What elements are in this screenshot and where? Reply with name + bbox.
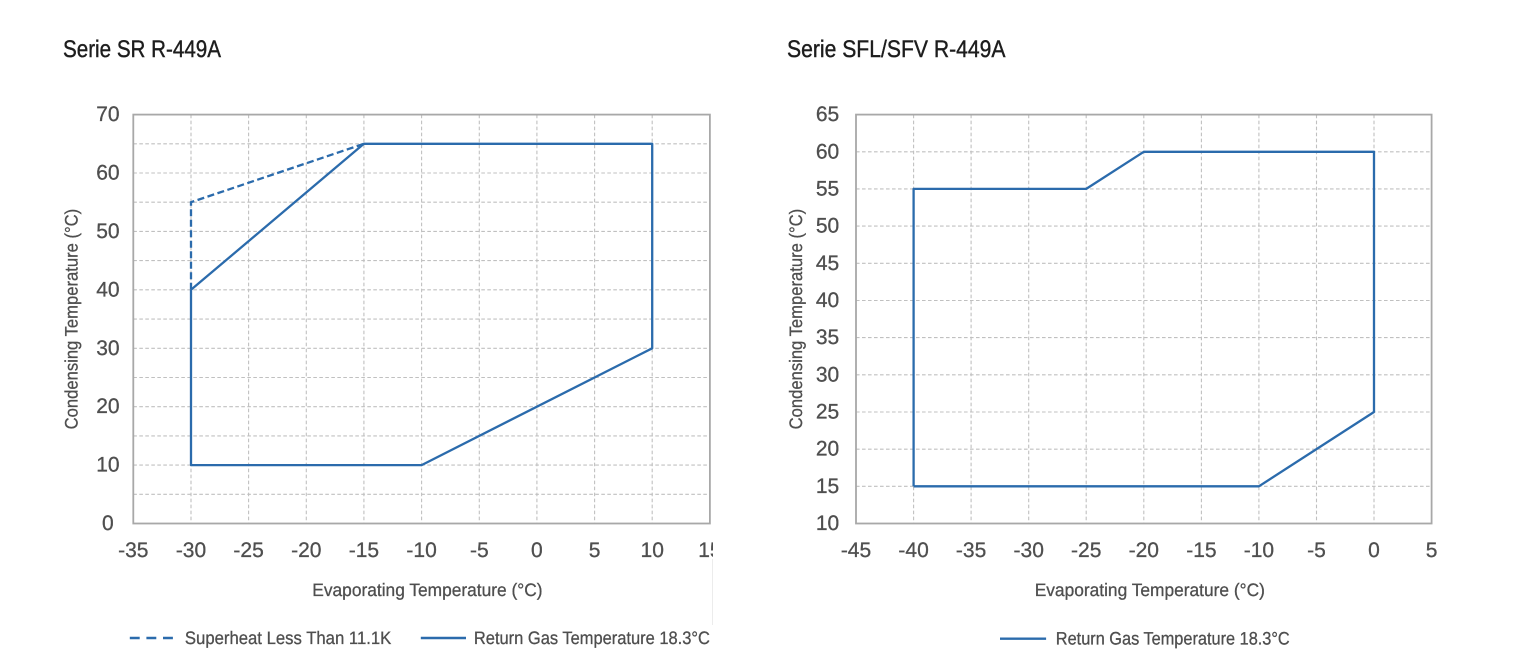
svg-text:5: 5 xyxy=(589,539,601,562)
svg-text:10: 10 xyxy=(641,539,664,562)
svg-text:-10: -10 xyxy=(1244,539,1274,562)
svg-text:25: 25 xyxy=(816,401,839,424)
svg-text:-15: -15 xyxy=(1186,539,1216,562)
svg-text:-35: -35 xyxy=(118,539,148,562)
svg-text:-35: -35 xyxy=(956,539,986,562)
svg-text:30: 30 xyxy=(96,337,119,360)
svg-text:Superheat Less Than 11.1K: Superheat Less Than 11.1K xyxy=(185,628,391,648)
svg-text:0: 0 xyxy=(1368,539,1380,562)
svg-text:Condensing Temperature (°C): Condensing Temperature (°C) xyxy=(62,209,82,430)
svg-text:70: 70 xyxy=(96,103,119,126)
svg-text:40: 40 xyxy=(816,289,839,312)
svg-text:Serie SR R-449A: Serie SR R-449A xyxy=(63,36,221,63)
svg-text:Serie SFL/SFV R-449A: Serie SFL/SFV R-449A xyxy=(787,36,1006,63)
svg-text:-5: -5 xyxy=(1307,539,1326,562)
svg-text:-5: -5 xyxy=(470,539,489,562)
svg-text:-20: -20 xyxy=(1129,539,1159,562)
svg-text:Evaporating Temperature (°C): Evaporating Temperature (°C) xyxy=(1035,580,1265,600)
svg-text:-25: -25 xyxy=(233,539,263,562)
svg-text:30: 30 xyxy=(816,363,839,386)
svg-text:65: 65 xyxy=(816,103,839,126)
svg-text:0: 0 xyxy=(531,539,543,562)
svg-text:60: 60 xyxy=(816,140,839,163)
svg-text:-20: -20 xyxy=(291,539,321,562)
svg-text:40: 40 xyxy=(96,278,119,301)
svg-text:50: 50 xyxy=(816,215,839,238)
svg-text:50: 50 xyxy=(96,220,119,243)
svg-text:35: 35 xyxy=(816,326,839,349)
svg-text:Return Gas Temperature 18.3°C: Return Gas Temperature 18.3°C xyxy=(474,628,710,648)
svg-text:5: 5 xyxy=(1426,539,1438,562)
svg-text:Evaporating Temperature (°C): Evaporating Temperature (°C) xyxy=(312,580,542,600)
svg-text:10: 10 xyxy=(816,512,839,535)
svg-text:-15: -15 xyxy=(349,539,379,562)
svg-text:-30: -30 xyxy=(176,539,206,562)
svg-text:55: 55 xyxy=(816,177,839,200)
svg-text:10: 10 xyxy=(96,454,119,477)
svg-text:20: 20 xyxy=(96,395,119,418)
svg-text:-30: -30 xyxy=(1014,539,1044,562)
svg-text:Condensing Temperature (°C): Condensing Temperature (°C) xyxy=(786,209,806,430)
svg-text:60: 60 xyxy=(96,162,119,185)
svg-text:-40: -40 xyxy=(898,539,928,562)
svg-text:-10: -10 xyxy=(406,539,436,562)
svg-text:15: 15 xyxy=(816,475,839,498)
svg-text:-45: -45 xyxy=(841,539,871,562)
svg-text:Return Gas Temperature 18.3°C: Return Gas Temperature 18.3°C xyxy=(1056,629,1290,649)
svg-text:20: 20 xyxy=(816,438,839,461)
svg-text:-25: -25 xyxy=(1071,539,1101,562)
svg-text:45: 45 xyxy=(816,252,839,275)
svg-text:0: 0 xyxy=(102,512,114,535)
svg-text:15: 15 xyxy=(698,539,721,562)
